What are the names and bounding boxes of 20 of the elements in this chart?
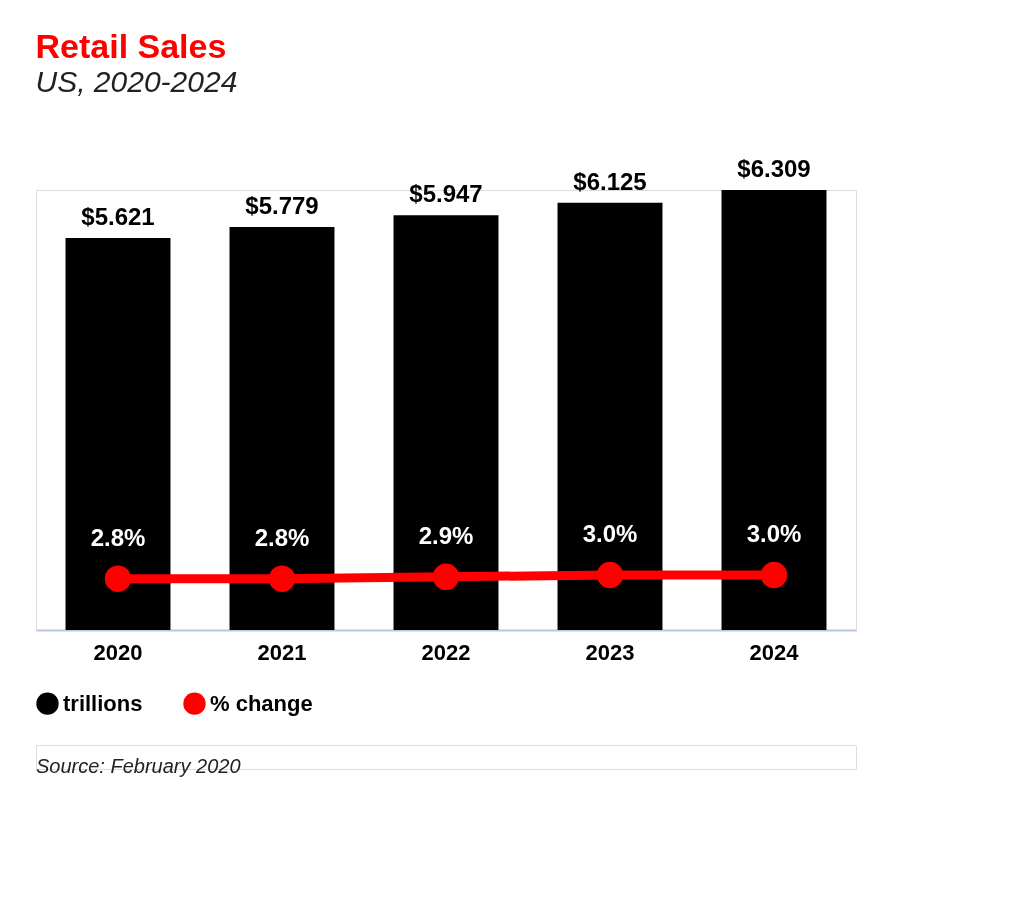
data-label: 2.8% <box>254 523 310 551</box>
data-label: 3.0% <box>746 520 802 547</box>
data-label: $5.947 <box>409 180 483 208</box>
x-tick-label: 2023 <box>585 639 635 665</box>
source-note: Source: February 2020 <box>36 755 241 777</box>
data-label: $6.309 <box>737 155 811 182</box>
x-tick-label: 2020 <box>93 639 143 665</box>
chart-title: Retail Sales <box>35 26 227 65</box>
data-label: 3.0% <box>582 520 638 547</box>
chart-subtitle: US, 2020-2024 <box>35 64 238 98</box>
data-label: 2.9% <box>418 521 474 549</box>
legend-label: trillions <box>63 690 143 716</box>
data-label: $6.125 <box>573 167 647 195</box>
x-tick-label: 2021 <box>257 639 307 665</box>
legend-label: % change <box>210 690 313 716</box>
data-label: $5.779 <box>245 191 319 219</box>
x-tick-label: 2024 <box>749 639 800 665</box>
data-label: 2.8% <box>90 523 146 551</box>
x-tick-label: 2022 <box>421 639 471 665</box>
data-label: $5.621 <box>81 202 155 230</box>
